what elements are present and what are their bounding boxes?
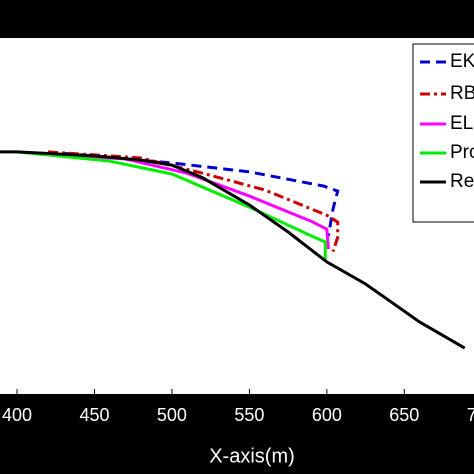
series-line	[16, 150, 327, 261]
legend-label: Prop	[450, 142, 474, 163]
x-tick-label: 500	[157, 405, 187, 425]
legend-label: ELM	[450, 113, 474, 134]
legend: EKF RBF ELM Prop Refe	[412, 43, 474, 223]
x-tick-label: 550	[234, 405, 264, 425]
series-line	[47, 150, 340, 237]
x-tick-label: 400	[2, 405, 32, 425]
legend-label: EKF	[450, 51, 474, 72]
series-line	[0, 150, 466, 350]
series-line	[47, 150, 340, 253]
x-tick-label: 700	[467, 405, 474, 425]
x-axis-label: X-axis(m)	[209, 445, 295, 467]
x-tick-label: 600	[312, 405, 342, 425]
legend-label: RBF	[450, 83, 474, 104]
x-tick-label: 450	[79, 405, 109, 425]
x-tick-label: 650	[389, 405, 419, 425]
legend-label: Refe	[450, 171, 474, 192]
plot-area	[0, 38, 474, 394]
legend-box	[412, 43, 474, 223]
